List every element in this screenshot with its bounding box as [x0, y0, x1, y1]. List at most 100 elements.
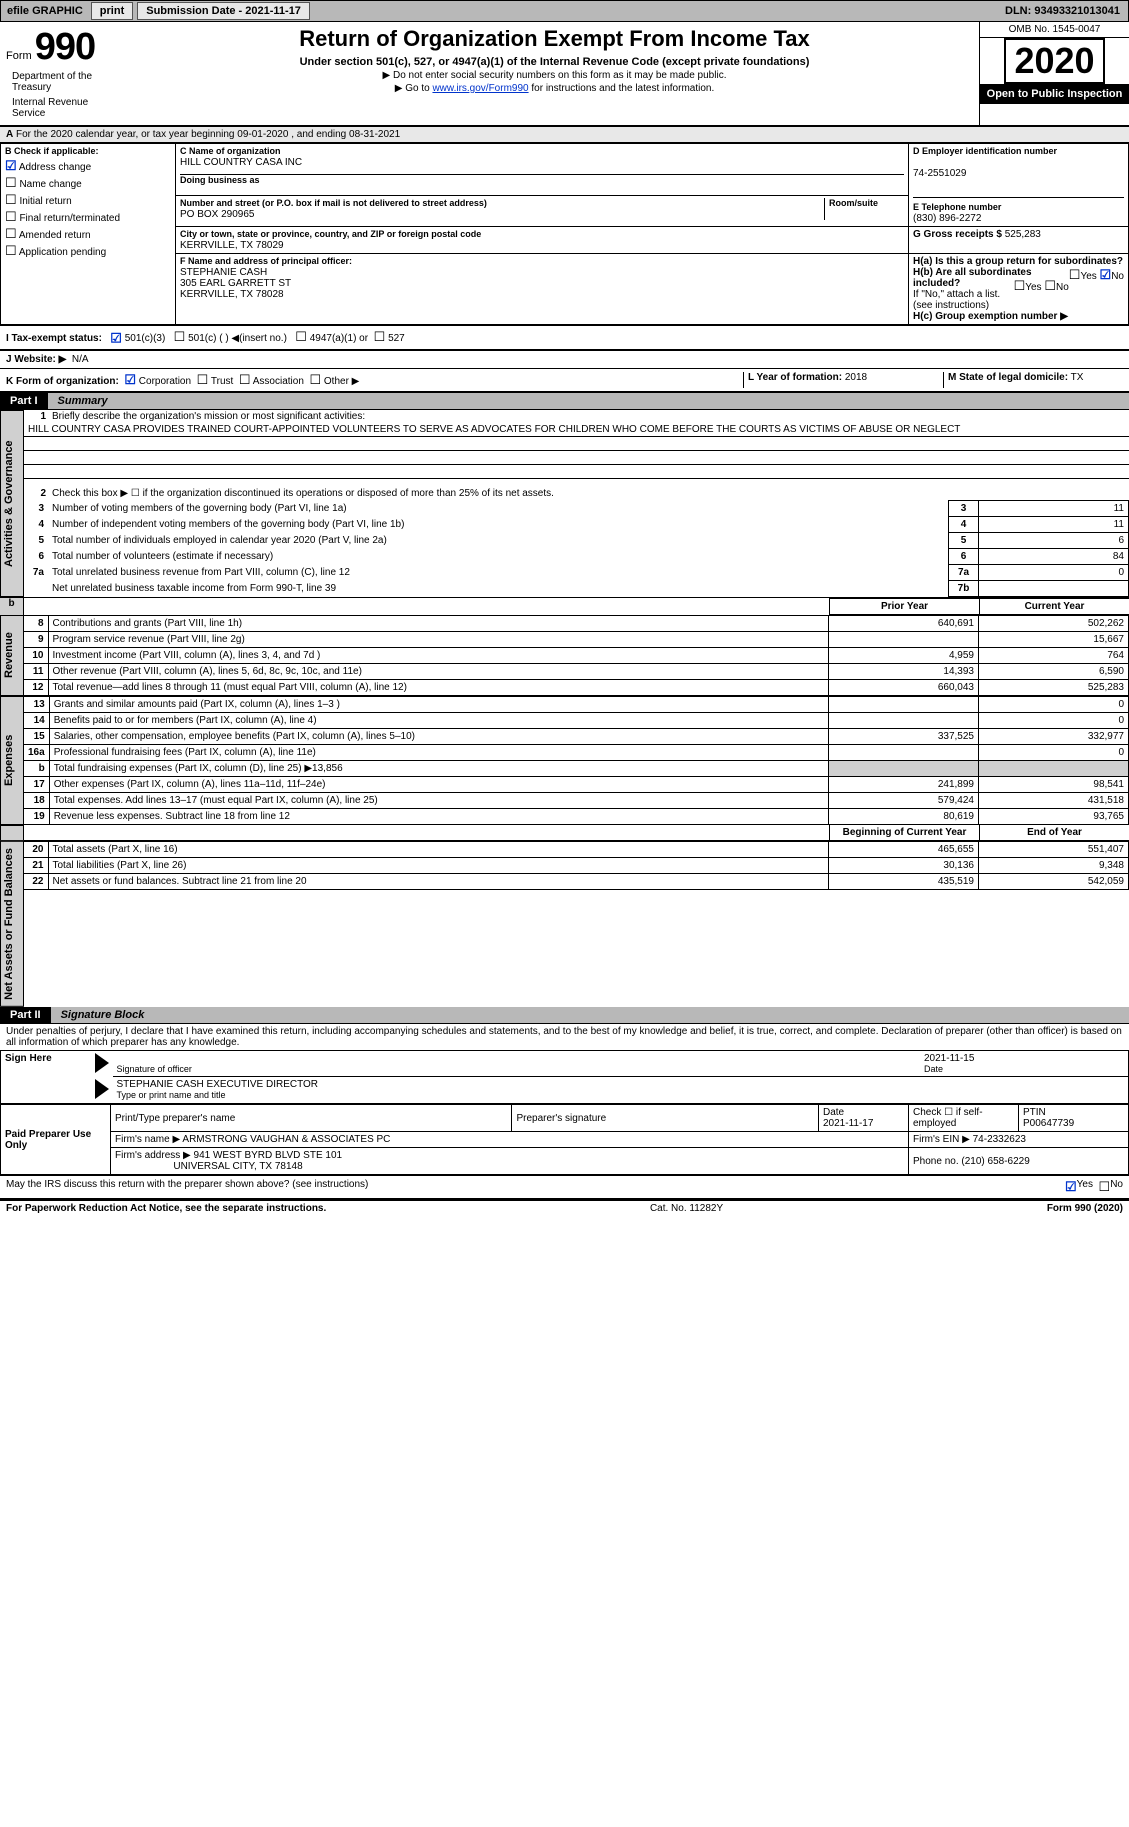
note2-prefix: ▶ Go to	[395, 83, 433, 94]
form-word: Form	[6, 50, 32, 62]
check-final-return[interactable]: ☐ Final return/terminated	[5, 209, 171, 225]
part1-governance: Activities & Governance 1Briefly describ…	[0, 410, 1129, 597]
k-other-check[interactable]: ☐	[309, 372, 321, 387]
firm-ein: 74-2332623	[973, 1134, 1026, 1145]
hb-no-check[interactable]: ☐	[1044, 278, 1056, 293]
firm-addr1: 941 WEST BYRD BLVD STE 101	[194, 1150, 343, 1161]
firm-addr2: UNIVERSAL CITY, TX 78148	[173, 1161, 302, 1172]
discuss-yes: Yes	[1077, 1179, 1093, 1195]
section-c-city: City or town, state or province, country…	[176, 227, 909, 254]
hb-yes-check[interactable]: ☐	[1014, 278, 1026, 293]
note2-suffix: for instructions and the latest informat…	[531, 83, 714, 94]
exp-table: 13Grants and similar amounts paid (Part …	[24, 696, 1129, 825]
part1-b-strip: b Prior Year Current Year	[0, 597, 1129, 615]
section-a-tax-year: A For the 2020 calendar year, or tax yea…	[0, 127, 1129, 143]
ptin-label: PTIN	[1023, 1107, 1046, 1118]
check-amended[interactable]: ☐ Amended return	[5, 226, 171, 242]
sig-arrow-icon	[95, 1053, 109, 1073]
prep-name-label: Print/Type preparer's name	[111, 1105, 512, 1132]
sign-here-table: Sign Here 2021-11-15 Signature of office…	[0, 1050, 1129, 1104]
part2-header: Part II Signature Block	[0, 1007, 1129, 1024]
section-d-e: D Employer identification number 74-2551…	[909, 144, 1129, 227]
open-to-public: Open to Public Inspection	[980, 84, 1129, 104]
hc-label: H(c) Group exemption number ▶	[913, 311, 1068, 322]
exp-tab: Expenses	[0, 696, 24, 825]
k-other: Other ▶	[324, 376, 359, 387]
fin-row: 16aProfessional fundraising fees (Part I…	[24, 745, 1129, 761]
k-assoc-check[interactable]: ☐	[239, 372, 251, 387]
sig-date: 2021-11-15	[924, 1053, 1124, 1064]
check-initial-return[interactable]: ☐ Initial return	[5, 192, 171, 208]
section-j-website: J Website: ▶ N/A	[0, 350, 1129, 369]
print-button[interactable]: print	[91, 2, 133, 20]
part1-header: Part I Summary	[0, 393, 1129, 410]
phone-label: E Telephone number	[913, 202, 1001, 212]
j-label: J Website: ▶	[6, 354, 66, 365]
declaration-text: Under penalties of perjury, I declare th…	[0, 1024, 1129, 1050]
rev-table: 8Contributions and grants (Part VIII, li…	[24, 615, 1129, 696]
discuss-no-check[interactable]: ☐	[1099, 1179, 1111, 1195]
check-address-change[interactable]: ☑ Address change	[5, 158, 171, 174]
part2-title: Signature Block	[51, 1007, 1129, 1023]
phone-value: (830) 896-2272	[913, 213, 981, 224]
footer-right: Form 990 (2020)	[1047, 1203, 1123, 1214]
section-c-address: Number and street (or P.O. box if mail i…	[176, 195, 909, 226]
addr-label: Number and street (or P.O. box if mail i…	[180, 198, 487, 208]
ein-value: 74-2551029	[913, 168, 966, 179]
part1-boyeoy-strip: Beginning of Current Year End of Year	[0, 825, 1129, 841]
k-trust: Trust	[211, 376, 233, 387]
hb-no: No	[1056, 282, 1069, 293]
top-bar: efile GRAPHIC print Submission Date - 20…	[0, 0, 1129, 22]
ha-yes-check[interactable]: ☐	[1069, 267, 1081, 282]
dba-label: Doing business as	[180, 175, 260, 185]
prep-date: 2021-11-17	[823, 1118, 873, 1129]
gov-row: 3Number of voting members of the governi…	[24, 501, 1129, 517]
k-trust-check[interactable]: ☐	[197, 372, 209, 387]
l-label: L Year of formation:	[748, 372, 842, 383]
officer-sig-line: 2021-11-15 Signature of officer Date	[113, 1051, 1129, 1077]
org-name: HILL COUNTRY CASA INC	[180, 157, 302, 168]
website-value: N/A	[72, 354, 89, 365]
omb-number: OMB No. 1545-0047	[980, 22, 1129, 38]
officer-label: F Name and address of principal officer:	[180, 256, 352, 266]
form-note-2: ▶ Go to www.irs.gov/Form990 for instruct…	[138, 83, 971, 94]
discuss-yes-check[interactable]: ☑	[1065, 1179, 1077, 1195]
i-501c-check[interactable]: ☐	[174, 329, 186, 344]
firm-phone-label: Phone no.	[913, 1156, 959, 1167]
k-corp-check[interactable]: ☑	[124, 372, 136, 387]
firm-addr-label: Firm's address ▶	[115, 1150, 191, 1161]
c-name-label: C Name of organization	[180, 146, 281, 156]
date-caption: Date	[924, 1064, 1124, 1074]
check-app-pending[interactable]: ☐ Application pending	[5, 243, 171, 259]
mission-blank-1	[24, 437, 1129, 451]
fin-row: 22Net assets or fund balances. Subtract …	[24, 874, 1129, 890]
i-501c3-check[interactable]: ☑	[110, 330, 122, 345]
m-label: M State of legal domicile:	[948, 372, 1068, 383]
room-label: Room/suite	[829, 198, 878, 208]
check-name-change[interactable]: ☐ Name change	[5, 175, 171, 191]
i-527-check[interactable]: ☐	[374, 329, 386, 344]
fin-row: 9Program service revenue (Part VIII, lin…	[24, 632, 1129, 648]
firm-ein-label: Firm's EIN ▶	[913, 1134, 970, 1145]
i-4947: 4947(a)(1) or	[310, 333, 368, 344]
self-emp-check[interactable]: Check ☐ if self-employed	[909, 1105, 1019, 1132]
form990-link[interactable]: www.irs.gov/Form990	[432, 83, 528, 94]
i-4947-check[interactable]: ☐	[295, 329, 307, 344]
officer-name-caption: Type or print name and title	[117, 1090, 226, 1100]
tax-year: 2020	[1004, 38, 1104, 84]
part1-netassets: Net Assets or Fund Balances 20Total asse…	[0, 841, 1129, 1007]
gov-row: 5Total number of individuals employed in…	[24, 533, 1129, 549]
b-marker: b	[0, 598, 24, 615]
sign-here-label: Sign Here	[1, 1051, 91, 1104]
fin-row: 14Benefits paid to or for members (Part …	[24, 713, 1129, 729]
ha-no-check[interactable]: ☑	[1100, 267, 1112, 282]
paid-preparer-table: Paid Preparer Use Only Print/Type prepar…	[0, 1104, 1129, 1175]
form-subtitle: Under section 501(c), 527, or 4947(a)(1)…	[138, 56, 971, 68]
discuss-no: No	[1110, 1179, 1123, 1195]
mission-blank-2	[24, 451, 1129, 465]
city-value: KERRVILLE, TX 78029	[180, 240, 284, 251]
submission-date-button[interactable]: Submission Date - 2021-11-17	[137, 2, 310, 20]
part1-revenue: Revenue 8Contributions and grants (Part …	[0, 615, 1129, 696]
fin-row: 19Revenue less expenses. Subtract line 1…	[24, 809, 1129, 825]
officer-typed-name: STEPHANIE CASH EXECUTIVE DIRECTOR	[117, 1079, 319, 1090]
